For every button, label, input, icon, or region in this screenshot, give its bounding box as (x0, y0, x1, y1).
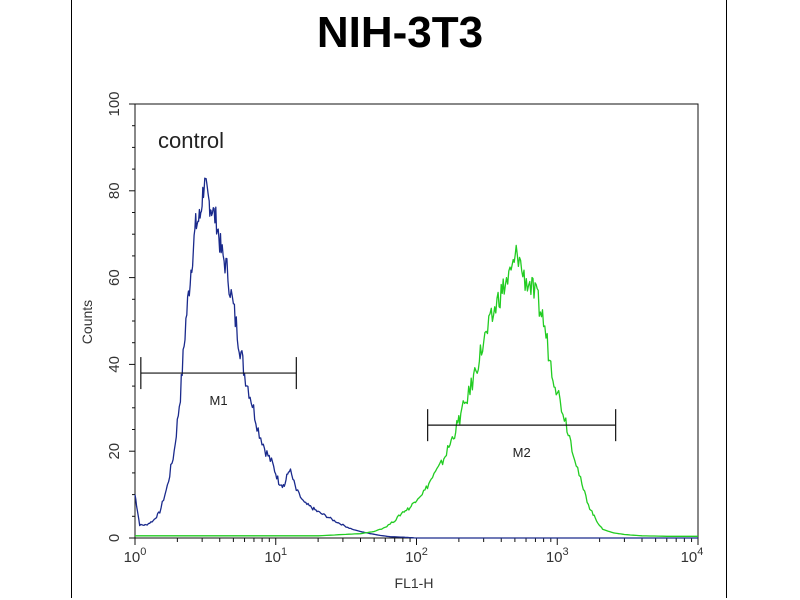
x-tick-label: 104 (681, 546, 704, 566)
y-axis-label: Counts (79, 300, 95, 344)
y-tick-label: 100 (106, 91, 123, 116)
x-axis-label: FL1-H (395, 575, 434, 591)
series-line-2 (135, 244, 698, 537)
y-tick-label: 40 (106, 356, 123, 373)
series-layer (134, 177, 698, 539)
x-tick-label: 100 (124, 546, 147, 566)
x-axis-ticks: 100 101 102 103 104 (124, 538, 704, 566)
annotation-layer: control M1 M2 (140, 128, 617, 460)
x-tick-label: 102 (405, 546, 428, 566)
marker-m2-label: M2 (513, 445, 531, 460)
x-tick-label: 101 (264, 546, 287, 566)
y-tick-label: 80 (106, 182, 123, 199)
x-tick-label: 103 (546, 546, 569, 566)
chart-frame (71, 0, 727, 598)
marker-m1-label: M1 (210, 393, 228, 408)
y-axis-ticks: 0 20 40 60 80 100 (106, 91, 135, 542)
plot-area (134, 103, 699, 539)
y-tick-label: 60 (106, 269, 123, 286)
y-tick-label: 0 (106, 534, 123, 542)
control-label: control (158, 128, 224, 153)
y-tick-label: 20 (106, 443, 123, 460)
chart-title: NIH-3T3 (316, 8, 484, 57)
